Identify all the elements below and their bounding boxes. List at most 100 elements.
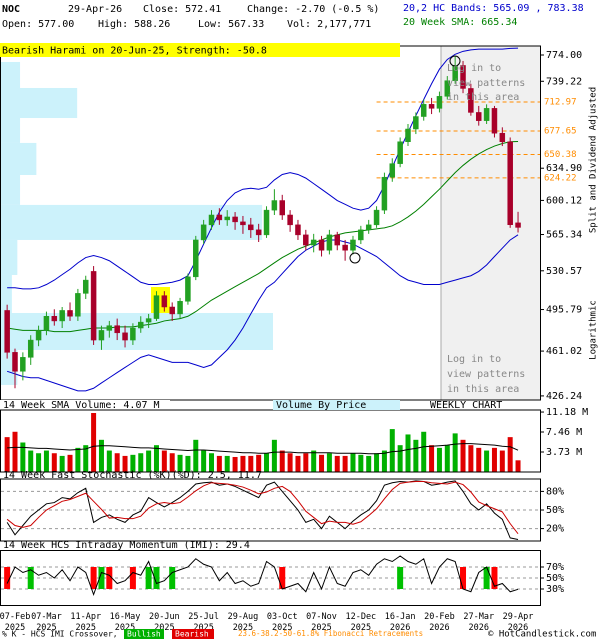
x-tick-label: 29-Aug 2025 <box>228 612 259 633</box>
overlay: Bearish Harami on 20-Jun-25, Strength: -… <box>0 43 599 640</box>
candle-body <box>350 239 356 251</box>
y-tick-label: 11.18 M <box>546 407 588 418</box>
candle-body <box>255 229 262 236</box>
candle-body <box>161 295 168 308</box>
y-tick-label: 461.02 <box>546 346 582 357</box>
candle-body <box>185 276 191 302</box>
peak-marker <box>449 55 461 67</box>
volume-bar <box>319 454 325 472</box>
candle-body <box>122 332 128 341</box>
volume-bar <box>193 439 199 472</box>
banner-text: Bearish Harami on 20-Jun-25, Strength: -… <box>2 46 267 57</box>
crossover-signal <box>279 567 286 589</box>
candle-body <box>67 310 73 317</box>
candle-body <box>169 306 175 315</box>
title-bg <box>0 400 170 409</box>
volume-bar <box>67 454 73 472</box>
y-tick-label: 530.57 <box>546 266 582 277</box>
volume-bar <box>334 455 340 472</box>
crossover-signal <box>27 567 34 589</box>
candle-body <box>373 209 380 226</box>
volume-bar <box>83 445 89 472</box>
y-tick-label: 3.73 M <box>546 447 582 458</box>
volume-bar <box>476 447 482 472</box>
crossover-signal <box>483 567 490 589</box>
volume-bar <box>374 453 380 472</box>
candle-body <box>420 104 427 117</box>
volume-bar <box>36 453 42 472</box>
volume-bar <box>366 455 372 472</box>
volume-bar <box>4 437 10 472</box>
volume-bar <box>98 439 104 472</box>
candle-body <box>51 316 58 322</box>
volume-bar <box>389 429 395 472</box>
y-tick-label: 70% <box>546 562 564 573</box>
volume-bar <box>122 455 128 472</box>
banner <box>0 43 400 57</box>
note-line: view patterns <box>447 78 525 89</box>
fib-label: 624.22 <box>544 173 577 183</box>
candle-body <box>82 279 89 294</box>
crossover-signal <box>460 567 467 589</box>
volume-by-price <box>1 274 12 313</box>
fib-label: 650.38 <box>544 150 577 160</box>
volume-bar <box>405 434 411 472</box>
y-tick-label: 774.00 <box>546 50 582 61</box>
y-tick-label: 80% <box>546 486 564 497</box>
volume-bar <box>484 450 490 472</box>
chart-kind: WEEKLY CHART <box>430 400 502 411</box>
x-tick-label: 12-Dec 2025 <box>345 612 376 633</box>
candle-body <box>318 239 325 251</box>
candle-body <box>460 65 466 89</box>
y-tick-label: 30% <box>546 584 564 595</box>
candle-body <box>216 214 223 221</box>
fib-note: 23.6-38.2-50-61.8% Fibonacci Retracement… <box>238 629 423 638</box>
candle-body <box>405 128 411 142</box>
line <box>6 480 519 535</box>
candle-body <box>138 321 144 329</box>
x-tick-label: 20-Jun 2025 <box>149 612 180 633</box>
crossover-signal <box>129 567 136 589</box>
volume-bar <box>287 453 293 472</box>
momentum-title: 14 Week HCS Intraday Momentum (IMI): 29.… <box>3 540 250 551</box>
candle-body <box>43 316 50 331</box>
candle-body <box>208 214 215 226</box>
volume-bar <box>177 454 183 472</box>
volume-bar <box>397 445 403 472</box>
volume-frame <box>0 409 541 473</box>
volume-by-price <box>1 239 18 275</box>
footer-crossover: % K - HCS IMI Crossover, <box>2 630 118 639</box>
volume-bar <box>491 447 497 472</box>
volume-bar <box>381 450 387 472</box>
volume-bar <box>421 431 427 472</box>
candle-body <box>381 176 388 211</box>
stochastic-title: 14 Week Fast Stochastic (%K)(%D): 2.5, 1… <box>3 470 262 481</box>
line <box>7 47 519 290</box>
volume-bar <box>106 450 112 472</box>
candle-body <box>468 88 474 113</box>
candle-body <box>334 234 341 246</box>
y-tick-label: 739.22 <box>546 76 582 87</box>
volume-by-price <box>1 175 21 205</box>
candle-body <box>130 327 136 341</box>
x-tick-label: 16-Jan 2026 <box>385 612 416 633</box>
candle-body <box>90 271 97 341</box>
candle-body <box>153 295 160 319</box>
y-tick-label: 565.34 <box>546 230 582 241</box>
crossover-signal <box>491 567 498 589</box>
volume-bar <box>444 445 450 472</box>
volume: Vol: 2,177,771 <box>287 19 371 30</box>
crossover-signal <box>90 567 97 589</box>
note-line: in this area <box>447 384 519 395</box>
candle-body <box>248 224 254 231</box>
volume-bar <box>507 437 513 472</box>
candle-body <box>295 224 301 236</box>
x-tick-label: 29-Apr 2026 <box>503 612 534 633</box>
locked-area <box>441 46 540 400</box>
candle-body <box>326 234 333 251</box>
candle-body <box>365 224 372 231</box>
volume-bar <box>114 453 120 472</box>
axis-note: Logarithmic <box>589 300 599 360</box>
candle-body <box>35 330 42 341</box>
copyright: © HotCandlestick.com <box>488 630 596 640</box>
